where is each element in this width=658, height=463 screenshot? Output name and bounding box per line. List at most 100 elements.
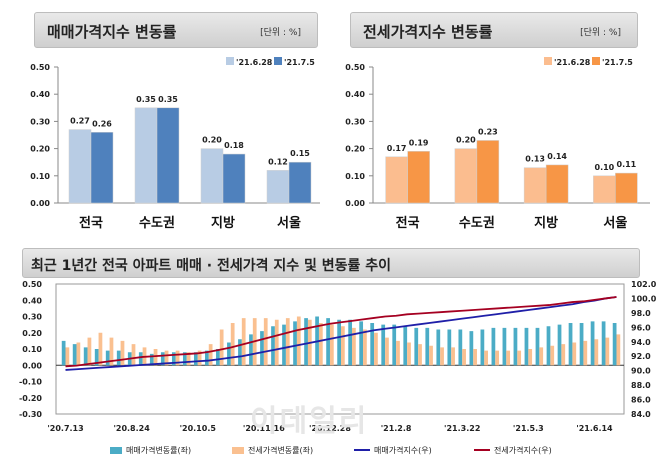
trend-right-tick-label: 84.0 [631, 410, 651, 419]
jeonse-change-bar [341, 326, 345, 366]
jeonse-change-bar [550, 345, 555, 366]
sales-change-bar [359, 321, 364, 366]
jeonse-change-bar [616, 334, 621, 366]
sales-change-bar [436, 329, 441, 366]
sales-bar [68, 129, 92, 204]
sales-change-bar [171, 352, 176, 366]
sales-bar [90, 132, 114, 204]
jeonse-change-bar [583, 340, 588, 366]
trend-x-tick-label: '20.10.5 [180, 424, 217, 433]
jeonse-legend-label: '21.6.28 [554, 58, 591, 67]
trend-left-tick-label: 0.40 [22, 296, 42, 305]
sales-data-label: 0.35 [136, 95, 156, 104]
sales-change-bar [216, 349, 220, 366]
jeonse-data-label: 0.20 [456, 136, 476, 145]
trend-x-tick-label: '20.8.24 [113, 424, 150, 433]
trend-right-tick-label: 96.0 [631, 323, 651, 332]
sales-ytick-label: 0.30 [30, 117, 50, 126]
trend-chart: -0.30 -0.20 -0.10 0.00 0.10 0.20 0.30 0.40 0.50 8… [19, 280, 657, 455]
trend-right-tick-label: 102.0 [631, 280, 657, 289]
jeonse-change-bar [197, 350, 202, 366]
jeonse-data-label: 0.14 [547, 152, 567, 161]
sales-change-bar [447, 329, 452, 366]
trend-x-tick-label: '21.5.3 [513, 424, 544, 433]
jeonse-change-bar [175, 350, 180, 366]
jeonse-data-label: 0.23 [478, 127, 498, 136]
jeonse-category-label: 지방 [534, 215, 558, 231]
sales-bar [156, 107, 180, 204]
jeonse-legend-swatch [592, 57, 600, 65]
sales-ytick-label: 0.40 [30, 90, 50, 99]
sales-chart-header: 매매가격지수 변동률 [단위 : %] [34, 12, 318, 48]
jeonse-bar [523, 167, 547, 204]
trend-right-tick-label: 100.0 [631, 294, 657, 303]
sales-change-bar [557, 324, 562, 366]
jeonse-change-bar [87, 337, 92, 366]
sales-change-bar [149, 353, 154, 366]
sales-data-label: 0.26 [92, 119, 112, 128]
sales-change-bar [238, 339, 242, 366]
jeonse-change-bar [528, 349, 533, 366]
jeonse-change-bar [462, 349, 466, 366]
sales-ytick-label: 0.20 [30, 145, 50, 154]
sales-change-bar [381, 324, 386, 366]
jeonse-change-bar [539, 347, 544, 366]
trend-left-tick-label: 0.00 [22, 361, 42, 370]
trend-plot-frame [55, 283, 625, 415]
jeonse-legend-swatch [544, 57, 552, 65]
trend-x-tick-label: '21.3.22 [444, 424, 480, 433]
jeonse-change-bar [451, 347, 455, 366]
jeonse-change-bar [285, 318, 290, 366]
sales-data-label: 0.27 [70, 117, 90, 126]
sales-change-bar [568, 323, 573, 366]
sales-bar [288, 161, 312, 204]
jeonse-change-bar [219, 329, 224, 366]
legend-jeonse-change-swatch [232, 447, 244, 454]
sales-data-label: 0.15 [290, 149, 310, 158]
jeonse-change-bar [495, 350, 500, 366]
jeonse-change-bar [318, 323, 323, 366]
jeonse-change-bar [65, 347, 70, 366]
sales-change-bar [502, 327, 507, 366]
jeonse-data-label: 0.17 [387, 144, 407, 153]
jeonse-category-label: 전국 [396, 215, 420, 231]
legend-jeonse-change-label: 전세가격변동률(좌) [248, 445, 313, 455]
jeonse-category-label: 수도권 [459, 216, 495, 231]
jeonse-legend-label: '21.7.5 [602, 58, 633, 67]
jeonse-change-bar [484, 350, 489, 366]
jeonse-change-bar [131, 344, 136, 366]
sales-change-bar [425, 327, 430, 366]
trend-right-tick-label: 98.0 [631, 309, 651, 318]
jeonse-bar [615, 172, 638, 204]
sales-change-bar [590, 321, 595, 366]
trend-right-tick-label: 92.0 [631, 352, 651, 361]
jeonse-change-bar [440, 347, 444, 366]
trend-right-tick-label: 94.0 [631, 338, 651, 347]
trend-left-tick-label: 0.10 [22, 345, 42, 354]
sales-change-bar [271, 326, 275, 366]
sales-chart-title: 매매가격지수 변동률 [47, 23, 177, 41]
jeonse-change-bar [329, 324, 334, 366]
sales-legend-swatch [274, 57, 282, 65]
trend-right-tick-label: 86.0 [631, 396, 651, 405]
sales-legend-label: '21.7.5 [284, 58, 315, 67]
jeonse-change-bar [506, 350, 511, 366]
sales-change-bar [193, 352, 198, 366]
jeonse-change-bar [418, 344, 422, 366]
trend-left-tick-label: 0.30 [22, 313, 42, 322]
sales-change-bar [138, 352, 143, 366]
sales-change-bar [72, 344, 77, 366]
trend-left-tick-label: 0.20 [22, 329, 42, 338]
jeonse-change-bar [352, 327, 356, 366]
sales-change-bar [304, 318, 308, 366]
sales-category-label: 지방 [211, 215, 235, 231]
sales-change-bar [546, 326, 551, 366]
sales-change-bar [105, 350, 110, 366]
sales-change-bar [61, 340, 66, 366]
jeonse-category-label: 서울 [603, 215, 627, 231]
sales-change-bar [282, 324, 286, 366]
jeonse-change-bar [109, 337, 114, 366]
sales-change-bar [535, 327, 540, 366]
legend-jeonse-index-label: 전세가격지수(우) [494, 445, 552, 455]
sales-bar [134, 107, 158, 204]
